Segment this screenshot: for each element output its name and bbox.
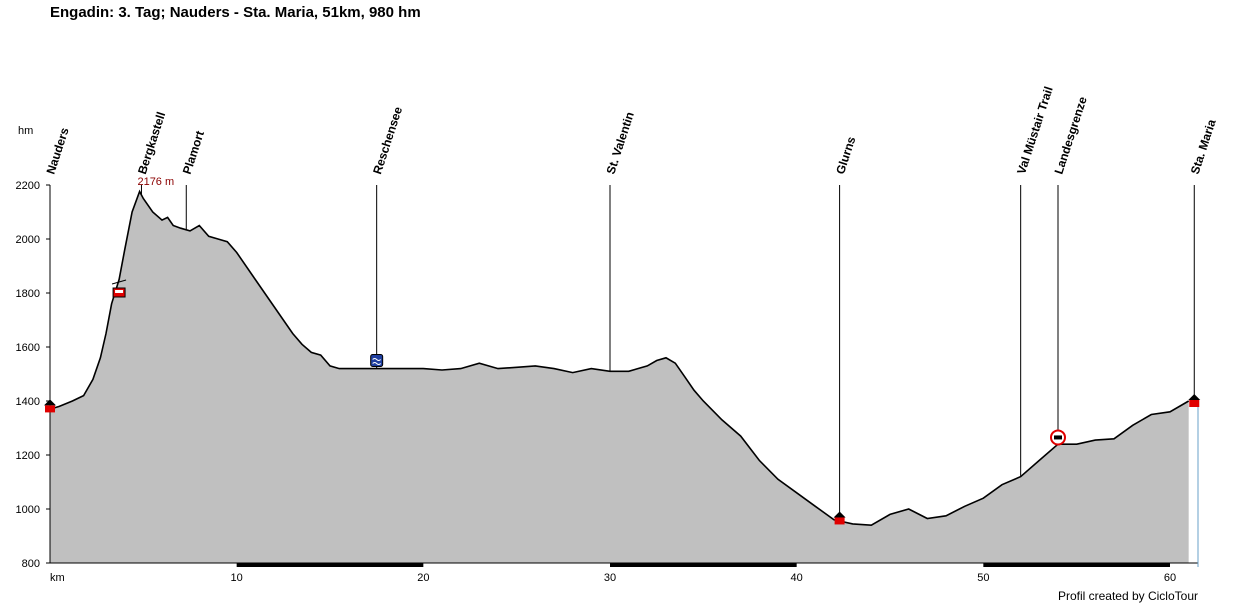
y-tick-label: 1200 — [16, 450, 40, 462]
km-band-segment — [610, 563, 797, 567]
waypoint-label: Bergkastell — [135, 110, 168, 176]
km-band-segment — [983, 563, 1170, 567]
waypoint-label: Sta. Maria — [1188, 117, 1219, 176]
y-axis-label: hm — [18, 125, 33, 137]
waypoint-label: Landesgrenze — [1052, 95, 1090, 176]
cable-car-icon — [111, 279, 127, 298]
town-icon — [44, 399, 56, 413]
y-tick-label: 1400 — [16, 396, 40, 408]
waypoint-label: Val Müstair Trail — [1014, 85, 1056, 176]
waypoint-label: Reschensee — [370, 105, 405, 176]
peak-elevation-label: 2176 m — [137, 176, 174, 188]
border-crossing-icon — [1050, 429, 1066, 446]
chart-title: Engadin: 3. Tag; Nauders - Sta. Maria, 5… — [50, 4, 421, 21]
town-icon — [833, 511, 846, 525]
y-tick-label: 2000 — [16, 234, 40, 246]
x-tick-label: 40 — [791, 572, 803, 584]
y-tick-label: 1600 — [16, 342, 40, 354]
y-tick-label: 1000 — [16, 504, 40, 516]
waypoint-label: St. Valentin — [604, 110, 637, 176]
waypoint-label: Glurns — [833, 135, 858, 176]
x-axis-label: km — [50, 572, 65, 584]
x-tick-label: 50 — [977, 572, 989, 584]
y-tick-label: 1800 — [16, 288, 40, 300]
x-tick-label: 30 — [604, 572, 616, 584]
town-icon — [1188, 394, 1201, 407]
x-tick-label: 10 — [231, 572, 243, 584]
waypoint-label: Nauders — [44, 126, 72, 176]
km-band-segment — [236, 563, 424, 567]
waypoint-label: Plamort — [180, 129, 207, 176]
elevation-line — [49, 189, 1190, 527]
elevation-area — [50, 191, 1189, 563]
lake-icon — [370, 354, 384, 367]
y-tick-label: 800 — [22, 558, 40, 570]
x-tick-label: 60 — [1164, 572, 1176, 584]
y-tick-label: 2200 — [16, 180, 40, 192]
credit-text: Profil created by CicloTour — [1057, 589, 1198, 603]
x-tick-label: 20 — [417, 572, 429, 584]
